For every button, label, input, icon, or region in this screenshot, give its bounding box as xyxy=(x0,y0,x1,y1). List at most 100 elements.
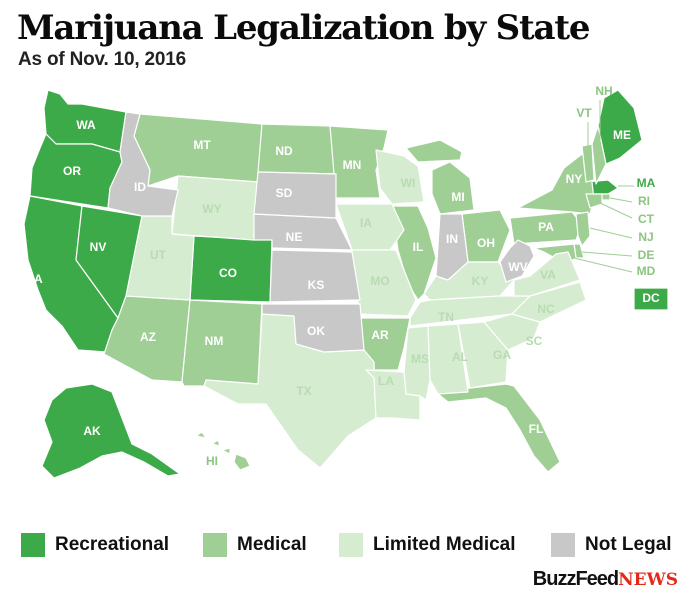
state-label-nh: NH xyxy=(595,84,612,98)
state-label-wi: WI xyxy=(401,176,416,190)
map-title: Marijuana Legalization by State xyxy=(17,8,590,48)
state-label-ut: UT xyxy=(150,248,167,262)
state-label-or: OR xyxy=(63,164,81,178)
state-label-nd: ND xyxy=(275,144,293,158)
state-label-tn: TN xyxy=(438,310,454,324)
state-label-nj: NJ xyxy=(638,230,653,244)
legend-item-not-legal: Not Legal xyxy=(551,532,672,558)
state-label-hi: HI xyxy=(206,454,218,468)
state-hi xyxy=(195,431,251,471)
state-label-mi: MI xyxy=(451,190,464,204)
state-label-ne: NE xyxy=(286,230,303,244)
state-ak xyxy=(41,383,181,479)
state-nd xyxy=(257,123,337,175)
legend: Recreational Medical Limited Medical Not… xyxy=(21,532,681,558)
state-label-de: DE xyxy=(638,248,655,262)
state-label-nc: NC xyxy=(537,302,555,316)
map-subtitle: As of Nov. 10, 2016 xyxy=(18,49,186,70)
state-label-md: MD xyxy=(637,264,656,278)
buzzfeed-news-logo: BuzzFeedNEWS xyxy=(533,568,678,591)
state-me xyxy=(597,89,643,165)
state-mi xyxy=(405,139,475,215)
state-ok xyxy=(261,303,365,353)
state-nh xyxy=(591,125,607,185)
legend-swatch-recreational xyxy=(21,533,45,557)
state-label-ms: MS xyxy=(411,352,429,366)
legend-label-recreational: Recreational xyxy=(55,534,170,555)
state-label-sc: SC xyxy=(526,334,543,348)
state-al xyxy=(427,323,469,395)
state-la xyxy=(365,369,421,421)
state-label-wy: WY xyxy=(202,202,221,216)
state-label-dc: DC xyxy=(642,291,660,305)
state-nc xyxy=(511,281,587,323)
logo-part-news: NEWS xyxy=(618,570,678,590)
state-label-nm: NM xyxy=(205,334,224,348)
legend-swatch-limited xyxy=(339,533,363,557)
state-label-va: VA xyxy=(540,268,556,282)
state-ga xyxy=(457,321,509,389)
leader-line-ct xyxy=(597,201,633,219)
state-vt xyxy=(581,143,595,183)
state-label-pa: PA xyxy=(538,220,554,234)
state-label-ct: CT xyxy=(638,212,655,226)
state-label-wv: WV xyxy=(508,260,527,274)
state-label-il: IL xyxy=(413,240,424,254)
state-nj xyxy=(575,211,591,247)
state-label-mn: MN xyxy=(343,158,362,172)
state-label-ak: AK xyxy=(83,424,101,438)
state-ri xyxy=(601,193,611,201)
state-ia xyxy=(335,203,405,251)
state-label-al: AL xyxy=(452,350,468,364)
state-label-nv: NV xyxy=(90,240,107,254)
state-label-ri: RI xyxy=(638,194,650,208)
state-sd xyxy=(253,171,337,219)
state-label-mo: MO xyxy=(370,274,389,288)
state-label-fl: FL xyxy=(529,422,544,436)
state-in xyxy=(435,213,469,281)
state-label-wa: WA xyxy=(76,118,96,132)
legend-item-medical: Medical xyxy=(203,532,307,558)
state-label-ar: AR xyxy=(371,328,389,342)
legend-swatch-medical xyxy=(203,533,227,557)
state-label-ma: MA xyxy=(637,176,656,190)
leader-line-nj xyxy=(589,227,633,239)
state-label-oh: OH xyxy=(477,236,495,250)
state-dc xyxy=(633,287,669,311)
state-label-ky: KY xyxy=(472,274,489,288)
state-label-co: CO xyxy=(219,266,237,280)
legend-item-limited-medical: Limited Medical xyxy=(339,532,516,558)
state-label-vt: VT xyxy=(576,106,592,120)
legend-label-medical: Medical xyxy=(237,534,307,555)
leader-line-md xyxy=(573,257,633,273)
state-label-sd: SD xyxy=(276,186,293,200)
state-label-me: ME xyxy=(613,128,631,142)
state-label-id: ID xyxy=(134,180,146,194)
state-label-ia: IA xyxy=(360,216,372,230)
state-label-ks: KS xyxy=(308,278,325,292)
logo-part-buzzfeed: BuzzFeed xyxy=(532,568,619,590)
state-label-in: IN xyxy=(446,232,458,246)
state-ks xyxy=(269,249,361,303)
state-label-ca: CA xyxy=(25,272,43,286)
state-label-la: LA xyxy=(378,374,394,388)
us-state-map: WA OR CA NV CO AK ME MA DC MT ND MN AZ NM AR IL MI OH PA NY… xyxy=(23,84,669,479)
state-sc xyxy=(483,313,541,351)
state-label-ga: GA xyxy=(493,348,511,362)
state-id xyxy=(107,111,179,217)
legend-item-recreational: Recreational xyxy=(21,532,169,558)
state-label-az: AZ xyxy=(140,330,156,344)
leader-line-ri xyxy=(609,197,633,203)
state-label-ok: OK xyxy=(307,324,325,338)
legend-label-not-legal: Not Legal xyxy=(585,534,672,555)
legend-swatch-notlegal xyxy=(551,533,575,557)
legend-label-limited-medical: Limited Medical xyxy=(373,534,516,555)
state-label-ny: NY xyxy=(566,172,583,186)
state-ny xyxy=(517,153,595,215)
state-wv xyxy=(499,239,535,283)
state-label-tx: TX xyxy=(296,384,311,398)
state-label-mt: MT xyxy=(193,138,211,152)
leader-line-de xyxy=(581,251,633,257)
state-wi xyxy=(375,149,425,205)
state-va xyxy=(513,251,581,297)
